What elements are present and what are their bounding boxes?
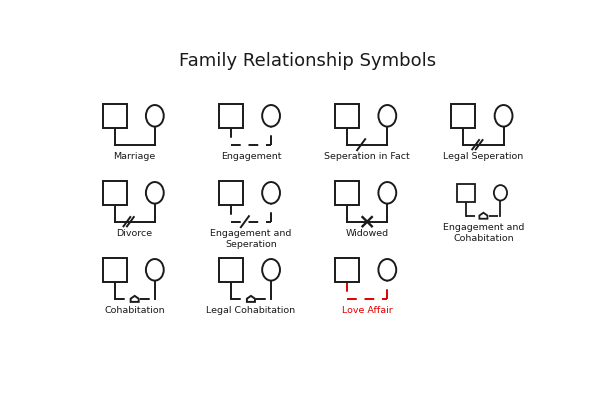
Bar [335,104,359,128]
Text: Widowed: Widowed [346,229,389,238]
Polygon shape [131,296,139,302]
Bar [103,258,127,282]
Bar [335,181,359,205]
Text: Love Affair: Love Affair [342,307,392,315]
Ellipse shape [146,105,164,126]
Text: Family Relationship Symbols: Family Relationship Symbols [179,52,436,70]
Ellipse shape [379,182,396,204]
Bar [219,104,243,128]
Text: Engagement and
Seperation: Engagement and Seperation [210,229,292,249]
Polygon shape [479,213,487,219]
Text: Legal Cohabitation: Legal Cohabitation [206,307,295,315]
Text: Divorce: Divorce [116,229,153,238]
Bar [335,258,359,282]
Bar [103,181,127,205]
Ellipse shape [146,259,164,281]
Text: Engagement: Engagement [221,152,281,162]
Ellipse shape [262,259,280,281]
Bar [219,181,243,205]
Polygon shape [247,296,255,302]
Bar [219,258,243,282]
Ellipse shape [262,105,280,126]
Ellipse shape [379,105,396,126]
Bar [451,104,475,128]
Ellipse shape [146,182,164,204]
Ellipse shape [262,182,280,204]
Text: Marriage: Marriage [113,152,156,162]
Ellipse shape [494,105,512,126]
Text: Cohabitation: Cohabitation [104,307,165,315]
Ellipse shape [379,259,396,281]
Text: Legal Seperation: Legal Seperation [443,152,524,162]
Text: Seperation in Fact: Seperation in Fact [325,152,410,162]
Bar [103,104,127,128]
Ellipse shape [494,185,507,201]
Text: Engagement and
Cohabitation: Engagement and Cohabitation [443,223,524,243]
Bar [457,184,475,202]
